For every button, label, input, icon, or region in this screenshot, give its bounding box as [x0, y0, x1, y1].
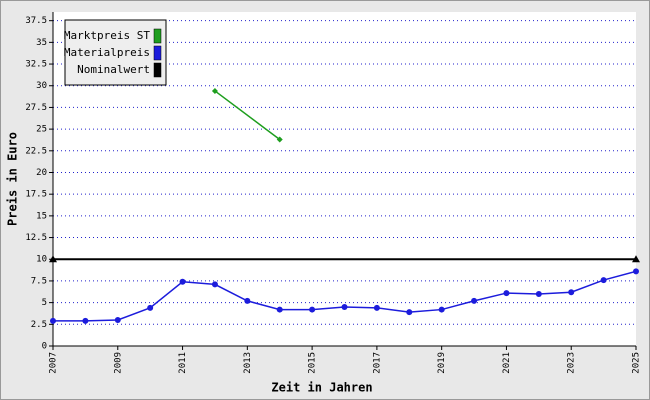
y-tick-label: 12.5 — [25, 233, 47, 243]
y-tick-label: 0 — [42, 342, 47, 352]
point — [632, 255, 640, 263]
x-tick-label: 2013 — [243, 352, 253, 374]
y-tick-label: 22.5 — [25, 146, 47, 156]
x-tick-label: 2023 — [567, 352, 577, 374]
y-tick-label: 32.5 — [25, 60, 47, 70]
point — [82, 317, 89, 324]
x-axis-label: Zeit in Jahren — [271, 381, 372, 395]
x-tick-label: 2007 — [49, 352, 59, 374]
x-tick-label: 2019 — [437, 352, 447, 374]
point — [406, 309, 413, 316]
point — [600, 277, 607, 284]
x-tick-label: 2017 — [372, 352, 382, 374]
y-tick-label: 20 — [36, 168, 47, 178]
y-tick-label: 7.5 — [31, 276, 47, 286]
point — [50, 317, 56, 324]
y-tick-label: 30 — [36, 81, 47, 91]
x-tick-label: 2015 — [308, 352, 318, 374]
point — [471, 297, 478, 304]
point — [309, 306, 316, 313]
legend-swatch — [153, 62, 162, 78]
y-tick-label: 17.5 — [25, 190, 47, 200]
y-tick-label: 27.5 — [25, 103, 47, 113]
y-tick-label: 2.5 — [31, 320, 47, 330]
legend-label: Materialpreis — [64, 46, 150, 59]
point — [244, 297, 251, 304]
x-tick-label: 2025 — [632, 352, 642, 374]
y-tick-label: 25 — [36, 125, 47, 135]
legend-label: Marktpreis ST — [64, 29, 150, 42]
x-tick-label: 2009 — [113, 352, 123, 374]
y-tick-label: 5 — [42, 298, 47, 308]
point — [211, 87, 218, 94]
point — [438, 306, 445, 313]
legend-swatch — [153, 28, 162, 44]
point — [535, 290, 542, 297]
point — [276, 136, 283, 143]
legend-swatch — [153, 45, 162, 61]
point — [114, 316, 121, 323]
point — [633, 268, 639, 275]
y-tick-label: 15 — [36, 211, 47, 221]
x-tick-label: 2021 — [502, 352, 512, 374]
y-axis-label: Preis in Euro — [6, 132, 20, 226]
y-tick-label: 10 — [36, 255, 47, 265]
point — [503, 290, 510, 297]
y-tick-label: 35 — [36, 38, 47, 48]
point — [341, 303, 348, 310]
point — [568, 289, 575, 296]
point — [49, 255, 57, 263]
line — [214, 90, 281, 141]
legend-box — [64, 19, 167, 86]
x-tick-label: 2011 — [178, 352, 188, 374]
point — [373, 304, 380, 311]
y-tick-label: 37.5 — [25, 16, 47, 26]
point — [147, 304, 154, 311]
point — [276, 306, 283, 313]
point — [211, 281, 218, 288]
point — [179, 278, 186, 285]
legend-label: Nominalwert — [77, 63, 150, 76]
